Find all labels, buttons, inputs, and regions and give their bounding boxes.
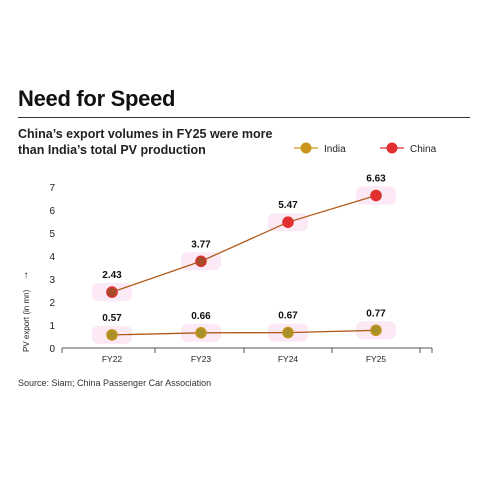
x-tick-label: FY24	[278, 354, 299, 364]
y-tick-label: 1	[49, 321, 55, 332]
china-data-label: 3.77	[191, 239, 211, 250]
china-line	[111, 194, 377, 293]
y-tick-label: 6	[49, 206, 55, 217]
axes-layer: 0 1 2 3 4 5 6 7 PV export (in mn) ↑ FY22 FY23 FY24 FY…	[22, 183, 433, 364]
y-tick-label: 7	[49, 183, 55, 194]
china-data-label: 2.43	[102, 270, 122, 281]
india-data-label: 0.77	[366, 308, 386, 319]
china-point	[106, 286, 118, 298]
india-point	[282, 326, 294, 339]
india-data-label: 0.67	[278, 311, 298, 322]
y-tick-label: 2	[49, 298, 55, 309]
chart-subtitle: China’s export volumes in FY25 were more…	[18, 127, 273, 157]
y-tick-label: 3	[49, 275, 55, 286]
china-point	[370, 189, 382, 202]
india-point	[106, 329, 118, 341]
china-data-label: 5.47	[278, 200, 298, 211]
legend-swatch-marker	[386, 142, 398, 154]
y-tick-label: 4	[49, 252, 55, 263]
china-point	[195, 255, 207, 268]
title-divider	[18, 117, 470, 118]
legend: India China	[294, 142, 437, 155]
x-tick-label: FY25	[366, 354, 387, 364]
series-layer: 0.57 0.66 0.67 0.77 2.43 3.77 5.47 6.63	[92, 174, 396, 344]
x-tick-label: FY22	[102, 354, 123, 364]
india-line	[111, 329, 377, 336]
y-axis-arrow-icon: ↑	[24, 270, 29, 281]
china-point	[282, 216, 294, 228]
legend-label: China	[410, 144, 437, 155]
x-tick-label: FY23	[191, 354, 212, 364]
china-data-label: 6.63	[366, 174, 386, 185]
y-tick-label: 5	[49, 229, 55, 240]
india-point	[370, 324, 382, 337]
y-axis-label: PV export (in mn)	[22, 289, 31, 352]
india-data-label: 0.66	[191, 311, 211, 322]
legend-label: India	[324, 144, 346, 155]
india-point	[195, 327, 207, 339]
legend-swatch-marker	[300, 142, 312, 154]
source-note: Source: Siam; China Passenger Car Associ…	[18, 378, 212, 388]
chart-title: Need for Speed	[18, 86, 176, 111]
y-tick-label: 0	[49, 344, 55, 355]
india-data-label: 0.57	[102, 313, 122, 324]
